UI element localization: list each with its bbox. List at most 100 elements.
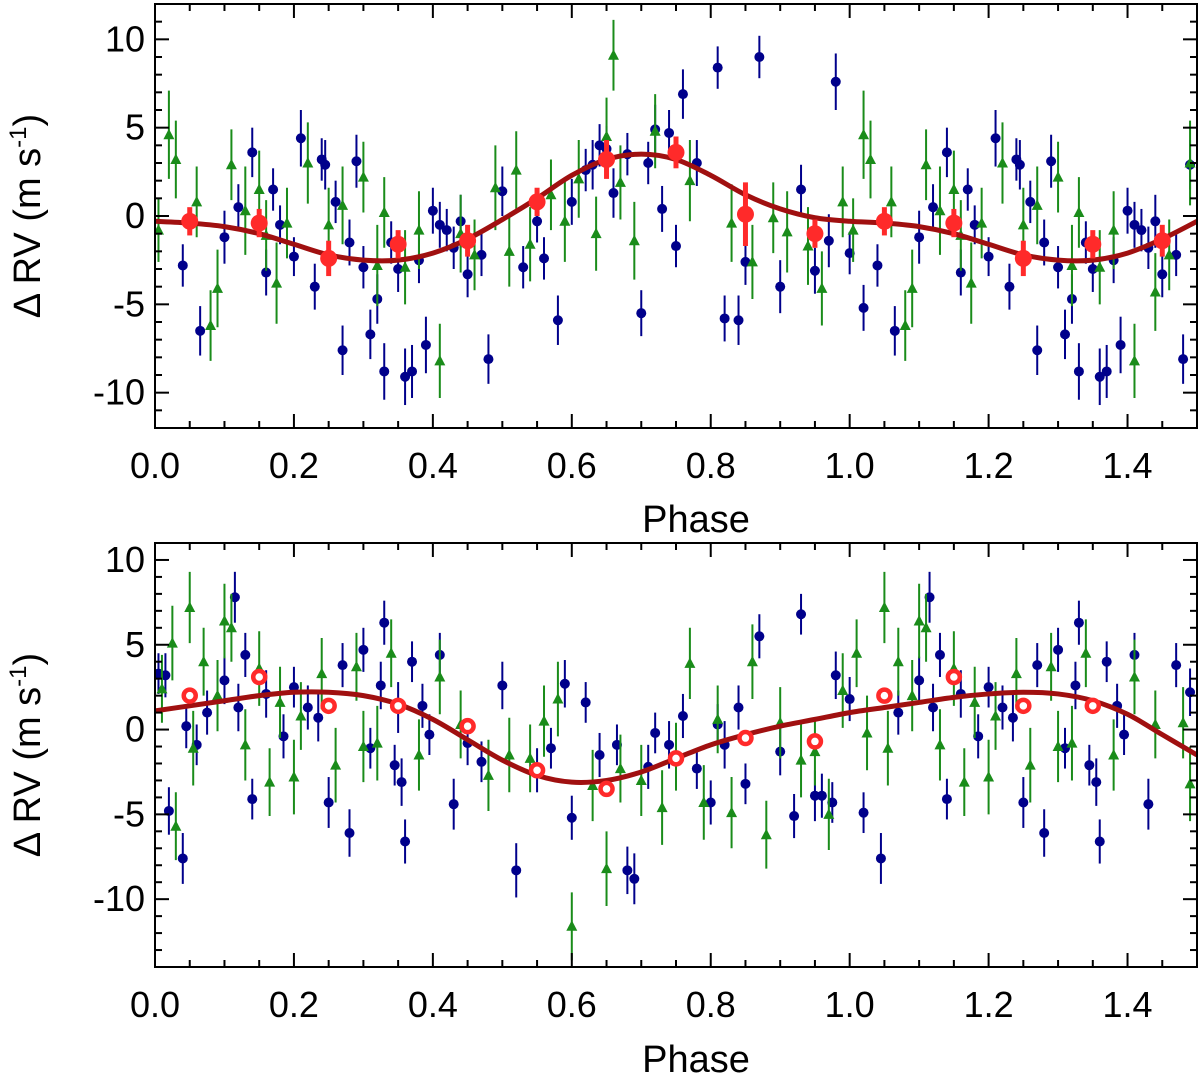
data-point	[337, 660, 348, 671]
data-point	[358, 644, 369, 655]
data-point	[1178, 354, 1189, 365]
data-point	[1046, 156, 1057, 167]
data-point	[253, 183, 265, 194]
data-point	[1149, 285, 1161, 297]
data-point	[247, 147, 258, 158]
data-point	[538, 715, 550, 726]
data-point	[524, 752, 536, 763]
data-point	[1018, 797, 1029, 808]
data-point	[865, 153, 877, 164]
data-point	[893, 707, 904, 718]
data-point	[225, 158, 237, 170]
data-point	[476, 756, 487, 767]
binned-point	[389, 697, 407, 715]
data-point	[590, 227, 602, 239]
data-point	[281, 217, 293, 228]
data-point	[1157, 269, 1168, 280]
binned-points	[181, 136, 1171, 277]
data-point	[316, 667, 328, 679]
data-point	[1032, 345, 1043, 356]
data-point	[181, 721, 192, 732]
data-point	[969, 696, 981, 707]
binned-point	[320, 249, 338, 267]
data-point	[400, 371, 411, 382]
data-point	[1039, 828, 1050, 839]
data-point	[323, 218, 335, 230]
data-point	[1084, 760, 1095, 771]
data-point	[378, 206, 390, 217]
x-tick-label: 1.0	[825, 445, 875, 486]
data-point	[914, 232, 925, 243]
data-point	[587, 779, 599, 791]
data-point	[191, 195, 203, 207]
data-point	[400, 836, 411, 847]
data-point	[823, 808, 835, 819]
data-point	[816, 282, 828, 293]
y-axis-title-main: Δ RV (m s	[7, 148, 49, 318]
data-point	[580, 697, 591, 708]
y-tick-label: 10	[105, 18, 145, 59]
binned-points	[181, 668, 1102, 798]
data-point	[309, 281, 320, 292]
data-point	[928, 702, 939, 713]
y-tick-label: -10	[93, 878, 145, 919]
data-point	[906, 282, 918, 293]
data-point	[719, 313, 730, 324]
binned-point	[875, 212, 893, 230]
data-point	[948, 183, 960, 194]
data-point	[462, 269, 473, 280]
x-tick-label: 1.4	[1103, 984, 1153, 1025]
data-point	[858, 302, 869, 313]
data-point	[837, 195, 849, 207]
binned-point	[459, 717, 476, 735]
data-point	[733, 702, 744, 713]
binned-point	[1153, 232, 1171, 250]
data-point	[608, 188, 619, 199]
data-point	[198, 655, 210, 667]
series-instrument-A	[177, 35, 1196, 406]
data-point	[399, 261, 411, 272]
data-point	[511, 865, 522, 876]
data-point	[809, 790, 820, 801]
data-point	[677, 710, 688, 721]
y-tick-label: 5	[125, 624, 145, 665]
data-point	[878, 601, 890, 612]
data-point	[830, 76, 841, 87]
y-axis-title: Δ RV (m s-1)	[5, 114, 49, 318]
y-axis-title-close: )	[7, 653, 49, 666]
x-axis-title: Phase	[642, 1039, 750, 1077]
data-point	[754, 52, 765, 62]
data-point	[746, 655, 758, 667]
y-axis-title-main: Δ RV (m s	[7, 687, 49, 857]
data-point	[767, 211, 779, 223]
data-point	[202, 707, 213, 718]
data-point	[1184, 777, 1196, 789]
data-point	[424, 729, 435, 740]
data-point	[851, 647, 863, 658]
y-tick-label: -10	[93, 372, 145, 413]
binned-point	[667, 750, 685, 767]
data-point	[448, 799, 459, 810]
data-point	[983, 251, 994, 262]
x-axis-title: Phase	[642, 499, 750, 541]
data-point	[934, 204, 946, 216]
plot-area	[155, 19, 1197, 406]
data-point	[441, 225, 452, 236]
data-point	[413, 749, 425, 760]
data-point	[796, 609, 807, 620]
data-point	[219, 232, 230, 243]
data-point	[823, 235, 834, 246]
data-point	[1052, 740, 1064, 752]
data-point	[726, 217, 738, 228]
binned-point	[806, 733, 824, 750]
data-point	[177, 853, 188, 864]
data-point	[1101, 656, 1112, 667]
data-point	[264, 776, 276, 787]
data-point	[934, 649, 945, 660]
data-point	[510, 164, 522, 175]
data-point	[656, 801, 668, 813]
data-point	[962, 184, 973, 195]
data-point	[802, 240, 814, 251]
data-point	[1101, 366, 1112, 377]
data-point	[413, 224, 425, 235]
